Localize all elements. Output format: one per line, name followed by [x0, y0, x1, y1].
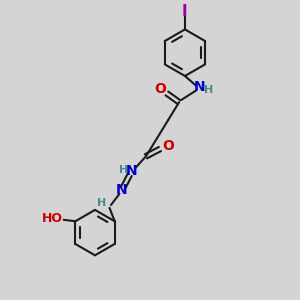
Text: H: H [97, 199, 106, 208]
Text: H: H [119, 165, 128, 175]
Text: N: N [116, 183, 128, 197]
Text: HO: HO [42, 212, 63, 225]
Text: N: N [126, 164, 138, 178]
Text: O: O [162, 139, 174, 153]
Text: N: N [194, 80, 205, 94]
Text: I: I [182, 4, 188, 19]
Text: H: H [204, 85, 213, 95]
Text: O: O [154, 82, 166, 95]
